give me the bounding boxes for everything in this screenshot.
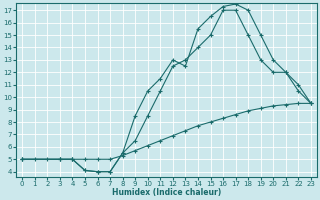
X-axis label: Humidex (Indice chaleur): Humidex (Indice chaleur) — [112, 188, 221, 197]
